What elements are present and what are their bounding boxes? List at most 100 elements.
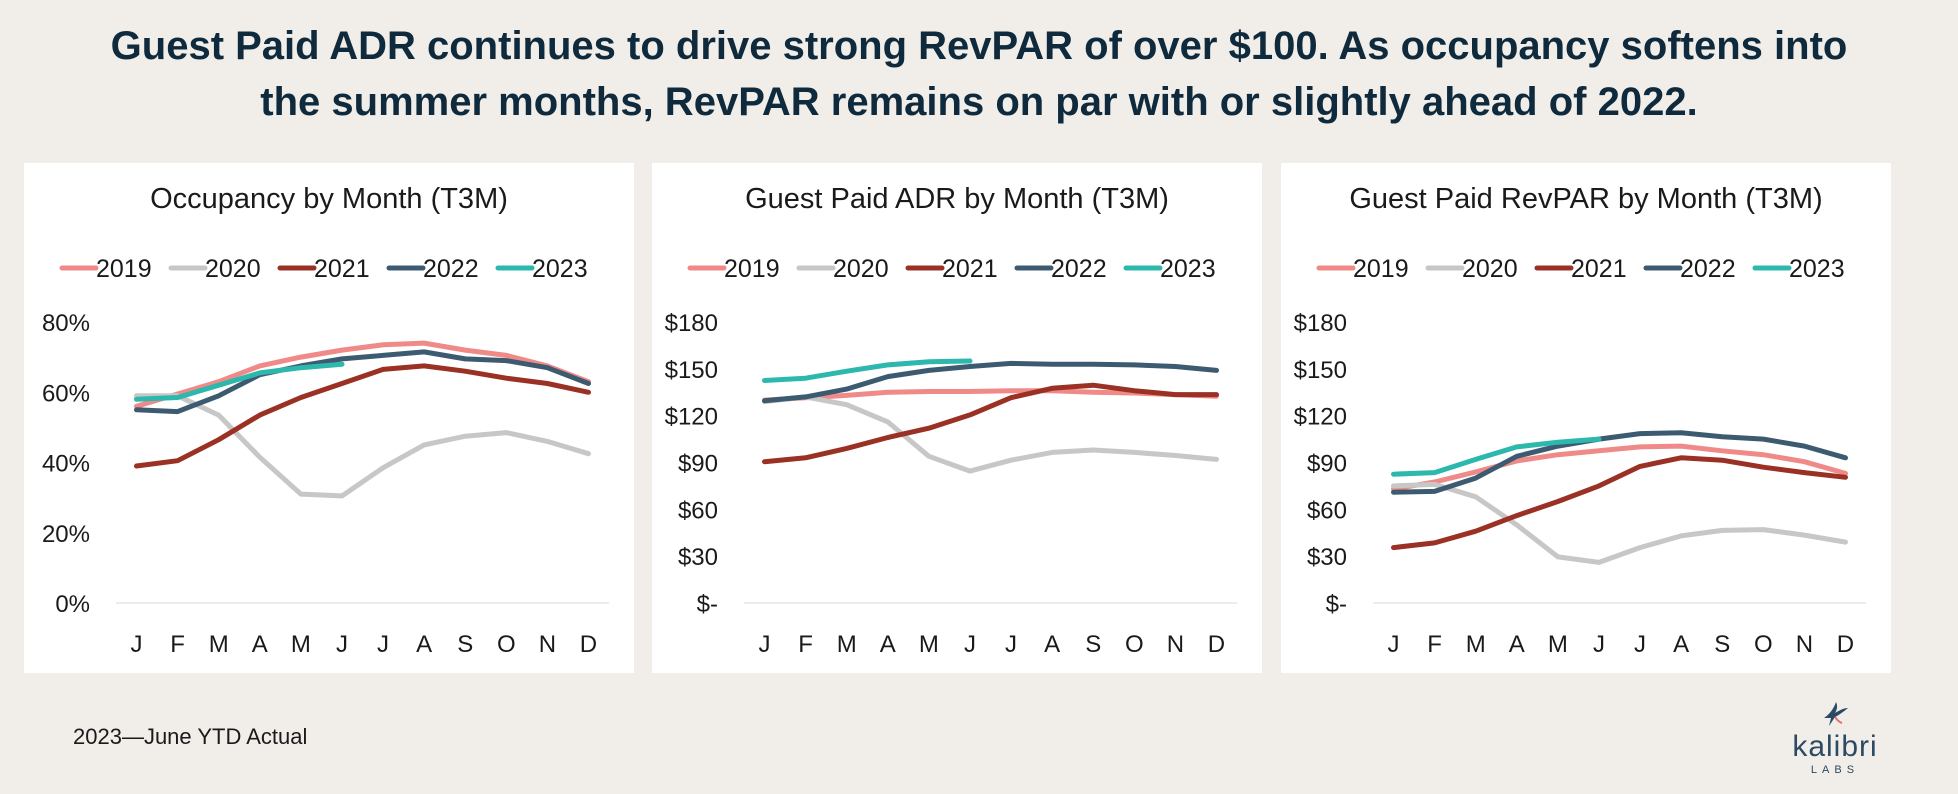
legend-label-2019: 2019 [724, 255, 780, 283]
legend-label-2023: 2023 [1789, 255, 1845, 283]
x-tick-label: S [1714, 631, 1730, 658]
legend-label-2020: 2020 [1462, 255, 1518, 283]
legend-label-2022: 2022 [1051, 255, 1107, 283]
x-tick-label: O [497, 631, 516, 658]
x-tick-label: O [1125, 631, 1144, 658]
x-tick-label: J [131, 631, 143, 658]
x-tick-label: J [336, 631, 348, 658]
headline-line-2: the summer months, RevPAR remains on par… [260, 80, 1698, 124]
chart-legend: 2019 2020 2021 2022 2023 [687, 255, 1216, 283]
y-tick-label: 40% [42, 451, 90, 478]
x-tick-label: S [1085, 631, 1101, 658]
y-tick-label: 80% [42, 310, 90, 337]
y-tick-label: $180 [1294, 310, 1347, 337]
x-tick-label: F [798, 631, 813, 658]
y-tick-label: $150 [1294, 357, 1347, 384]
chart-legend: 2019 2020 2021 2022 2023 [59, 255, 588, 283]
legend-label-2021: 2021 [1571, 255, 1627, 283]
x-tick-label: D [1208, 631, 1225, 658]
logo-subtitle: LABS [1810, 764, 1860, 776]
x-tick-label: N [1167, 631, 1184, 658]
legend-label-2022: 2022 [423, 255, 479, 283]
series-line-2022 [762, 360, 1219, 404]
y-tick-label: $90 [678, 451, 718, 478]
chart-legend: 2019 2020 2021 2022 2023 [1316, 255, 1845, 283]
y-tick-label: $60 [678, 497, 718, 524]
series-line-2020 [762, 394, 1219, 474]
legend-label-2023: 2023 [532, 255, 588, 283]
series-line-2019 [134, 340, 591, 409]
y-tick-label: $90 [1307, 451, 1347, 478]
x-tick-label: F [1427, 631, 1442, 658]
legend-label-2022: 2022 [1680, 255, 1736, 283]
legend-label-2020: 2020 [833, 255, 889, 283]
y-tick-label: $180 [665, 310, 718, 337]
x-tick-label: J [377, 631, 389, 658]
y-tick-label: $30 [1307, 544, 1347, 571]
legend-label-2019: 2019 [96, 255, 152, 283]
legend-label-2019: 2019 [1353, 255, 1409, 283]
x-tick-label: D [1837, 631, 1854, 658]
x-tick-label: J [1388, 631, 1400, 658]
x-tick-label: D [580, 631, 597, 658]
legend-label-2021: 2021 [314, 255, 370, 283]
legend-label-2023: 2023 [1160, 255, 1216, 283]
y-tick-label: 20% [42, 521, 90, 548]
x-tick-label: N [1796, 631, 1813, 658]
chart-title: Guest Paid ADR by Month (T3M) [745, 183, 1169, 215]
x-tick-label: M [291, 631, 311, 658]
series-line-2020 [1391, 481, 1848, 565]
x-tick-label: A [416, 631, 432, 658]
logo-wordmark: kalibri [1792, 730, 1878, 763]
hummingbird-icon [1824, 702, 1848, 726]
legend-label-2020: 2020 [205, 255, 261, 283]
series-line-2021 [762, 382, 1219, 465]
y-tick-label: $150 [665, 357, 718, 384]
adr-chart: Guest Paid ADR by Month (T3M) 2019 2020 202… [665, 183, 1237, 658]
y-tick-label: 60% [42, 380, 90, 407]
series-line-2023 [1391, 436, 1602, 477]
series-line-2022 [1391, 430, 1848, 495]
x-tick-label: A [1044, 631, 1060, 658]
y-tick-label: $- [1326, 591, 1347, 618]
headline-line-1: Guest Paid ADR continues to drive strong… [110, 24, 1848, 68]
y-tick-label: $- [697, 591, 718, 618]
x-tick-label: M [837, 631, 857, 658]
chart-title: Occupancy by Month (T3M) [150, 183, 508, 215]
kalibri-labs-logo: kalibri LABS [1780, 696, 1890, 778]
footnote: 2023—June YTD Actual [73, 724, 308, 749]
x-tick-label: A [1509, 631, 1525, 658]
y-tick-label: 0% [55, 591, 90, 618]
revpar-chart-panel: Guest Paid RevPAR by Month (T3M) 2019 2020… [1281, 163, 1891, 673]
x-tick-label: M [1548, 631, 1568, 658]
series-line-2021 [1391, 455, 1848, 551]
series-line-2019 [1391, 443, 1848, 492]
x-tick-label: A [880, 631, 896, 658]
series-line-2021 [134, 363, 591, 469]
x-tick-label: O [1754, 631, 1773, 658]
x-tick-label: J [1634, 631, 1646, 658]
x-tick-label: J [964, 631, 976, 658]
y-tick-label: $60 [1307, 497, 1347, 524]
x-tick-label: J [1005, 631, 1017, 658]
x-tick-label: M [209, 631, 229, 658]
series-line-2020 [134, 393, 591, 499]
x-tick-label: N [539, 631, 556, 658]
x-tick-label: A [1673, 631, 1689, 658]
x-tick-label: J [759, 631, 771, 658]
x-tick-label: M [1466, 631, 1486, 658]
x-tick-label: M [919, 631, 939, 658]
x-tick-label: J [1593, 631, 1605, 658]
legend-label-2021: 2021 [942, 255, 998, 283]
occupancy-chart: Occupancy by Month (T3M) 2019 2020 2021 2022… [42, 183, 609, 658]
adr-chart-panel: Guest Paid ADR by Month (T3M) 2019 2020 202… [652, 163, 1262, 673]
series-line-2022 [134, 349, 591, 415]
x-tick-label: S [457, 631, 473, 658]
series-line-2023 [762, 358, 973, 383]
occupancy-chart-panel: Occupancy by Month (T3M) 2019 2020 2021 2022… [24, 163, 634, 673]
x-tick-label: F [170, 631, 185, 658]
chart-title: Guest Paid RevPAR by Month (T3M) [1349, 183, 1822, 215]
y-tick-label: $120 [665, 404, 718, 431]
series-line-2023 [134, 361, 345, 402]
y-tick-label: $30 [678, 544, 718, 571]
